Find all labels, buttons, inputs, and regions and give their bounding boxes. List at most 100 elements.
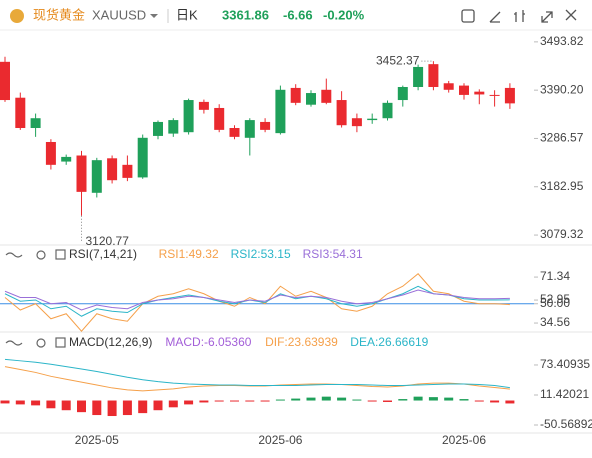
- y-tick-label: 52.95: [540, 292, 570, 306]
- candle-body: [321, 89, 332, 103]
- candle-body: [76, 155, 87, 192]
- legend-entry: MACD:-6.05360: [165, 335, 251, 349]
- y-tick-label: 73.40935: [540, 357, 590, 371]
- price: 3361.86: [222, 7, 269, 22]
- draw-icon[interactable]: [489, 11, 501, 23]
- bar: [428, 397, 438, 401]
- bar: [474, 400, 484, 402]
- bar: [184, 400, 194, 405]
- x-tick-label: 2025-06: [258, 433, 302, 447]
- candle-body: [413, 66, 424, 87]
- bar: [245, 400, 255, 402]
- y-tick-label: 3286.57: [540, 131, 584, 145]
- candle-body: [428, 64, 439, 87]
- candle-body: [336, 100, 347, 126]
- bar: [0, 400, 10, 404]
- candle-body: [153, 121, 163, 136]
- bar: [398, 399, 408, 401]
- hide-icon[interactable]: [5, 252, 23, 258]
- bar: [92, 400, 102, 416]
- settings-icon[interactable]: [461, 9, 475, 23]
- bar: [444, 397, 454, 401]
- bar: [275, 399, 285, 401]
- toolbar: [461, 9, 577, 23]
- bar: [122, 400, 132, 416]
- bar: [490, 400, 500, 403]
- candle-body: [91, 160, 102, 193]
- candle-body: [367, 118, 378, 121]
- bar: [337, 397, 347, 401]
- y-tick-label: 3493.82: [540, 34, 584, 48]
- bar: [153, 400, 163, 411]
- settings-icon[interactable]: [36, 250, 46, 260]
- indicator-icon[interactable]: [514, 10, 525, 22]
- candle-body: [397, 86, 408, 101]
- candle-body: [443, 83, 454, 90]
- bar: [168, 400, 178, 408]
- legend-entry: DIF:23.63939: [265, 335, 338, 349]
- y-tick-label: 71.34: [540, 269, 570, 283]
- legend-entry: DEA:26.66619: [350, 335, 428, 349]
- y-tick-label: 3182.95: [540, 179, 584, 193]
- candle-body: [229, 128, 240, 137]
- candle-body: [351, 118, 362, 127]
- bar: [383, 400, 392, 402]
- bar: [459, 399, 469, 401]
- menu-icon[interactable]: [55, 337, 66, 348]
- y-tick-label: -50.56892: [540, 417, 592, 431]
- candle-body: [107, 158, 118, 181]
- series-line: [4, 285, 510, 317]
- candle-body: [459, 85, 469, 95]
- change: -6.66: [283, 7, 313, 22]
- candle-body: [275, 89, 286, 134]
- candle-body: [168, 120, 179, 134]
- series-line: [4, 289, 510, 311]
- legend-entry: RSI1:49.32: [159, 247, 219, 261]
- symbol-name: 现货黄金: [33, 7, 85, 22]
- symbol-code[interactable]: XAUUSD: [92, 7, 146, 22]
- bar: [214, 400, 224, 402]
- candle-body: [198, 101, 209, 110]
- candle-body: [244, 120, 255, 138]
- bar: [291, 398, 301, 401]
- settings-icon[interactable]: [36, 338, 46, 348]
- candle-body: [214, 107, 225, 130]
- legend-entry: RSI3:54.31: [303, 247, 363, 261]
- bar: [46, 400, 56, 409]
- bar: [505, 400, 515, 404]
- candle-body: [15, 97, 26, 129]
- y-tick-label: 11.42021: [540, 387, 589, 401]
- x-tick-label: 2025-05: [75, 433, 119, 447]
- y-tick-label: 50.00: [540, 296, 570, 310]
- close-icon[interactable]: [565, 9, 577, 21]
- bar: [367, 400, 377, 402]
- change-pct: -0.20%: [323, 7, 365, 22]
- bar: [230, 400, 239, 402]
- bar: [260, 400, 270, 402]
- legend-entry: RSI2:53.15: [231, 247, 291, 261]
- candle-body: [61, 156, 72, 162]
- y-tick-label: 3390.20: [540, 82, 584, 96]
- bar: [61, 400, 71, 411]
- candle-body: [489, 94, 500, 96]
- candle-body: [290, 87, 301, 103]
- candle-body: [260, 121, 271, 130]
- bar: [199, 400, 209, 403]
- bar: [77, 400, 86, 413]
- indicator-title: MACD(12,26,9): [69, 335, 152, 349]
- period[interactable]: 日K: [176, 7, 198, 22]
- bar: [15, 400, 25, 405]
- symbol-icon: [10, 9, 24, 23]
- hide-icon[interactable]: [5, 340, 23, 346]
- fullscreen-icon[interactable]: [541, 11, 553, 23]
- candle-body: [382, 102, 393, 119]
- bar: [352, 399, 362, 401]
- menu-icon[interactable]: [55, 249, 66, 260]
- dropdown-caret[interactable]: [150, 14, 158, 18]
- candle-body: [306, 93, 316, 105]
- candle-body: [504, 87, 515, 104]
- candle-body: [30, 118, 41, 129]
- annotation: 3452.37: [376, 53, 420, 67]
